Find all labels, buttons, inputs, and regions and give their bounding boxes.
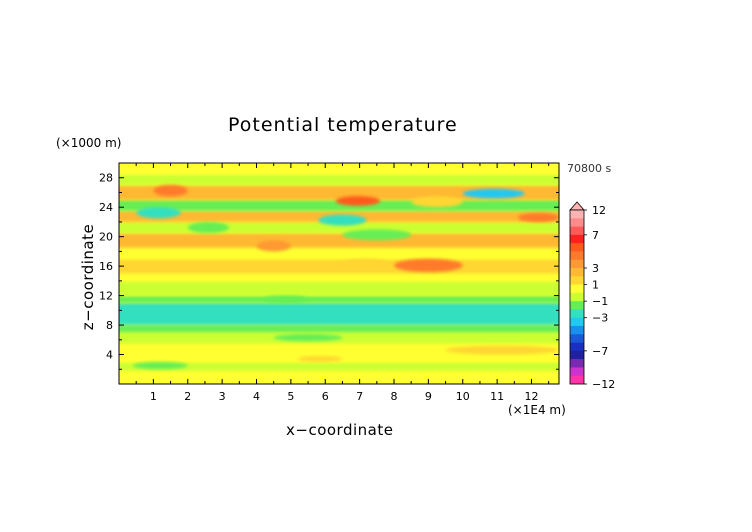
colorbar-swatch: [570, 359, 584, 368]
colorbar-swatch: [570, 350, 584, 360]
band-17: [119, 174, 559, 186]
band-15: [119, 199, 559, 211]
x-tick-label: 1: [150, 390, 157, 403]
x-tick-label: 6: [322, 390, 329, 403]
x-tick-label: 11: [490, 390, 504, 403]
feature-8: [136, 207, 181, 219]
band-3: [119, 343, 559, 362]
x-tick-label: 12: [525, 390, 539, 403]
feature-2: [318, 214, 367, 226]
y-tick-label: 8: [106, 319, 113, 332]
y-tick-label: 16: [99, 260, 113, 273]
colorbar-tick-label: 7: [592, 229, 599, 242]
colorbar-swatch: [570, 276, 584, 285]
colorbar-swatch: [570, 218, 584, 227]
colorbar-frame: [569, 209, 585, 385]
colorbar-swatch: [570, 334, 584, 343]
colorbar-tick-label: 12: [592, 204, 606, 217]
feature-15: [263, 295, 309, 303]
colorbar: 12 7 3 1 −1 −3 −7 −12: [569, 201, 615, 391]
y-tick-label: 20: [99, 231, 113, 244]
colorbar-swatch: [570, 210, 584, 219]
y-axis-unit: (×1000 m): [56, 136, 122, 150]
colorbar-swatch: [570, 226, 584, 236]
x-tick-label: 2: [184, 390, 191, 403]
band-12: [119, 232, 559, 248]
feature-3: [394, 258, 463, 273]
band-2: [119, 361, 559, 371]
x-axis-label: x−coordinate: [286, 421, 394, 439]
colorbar-tick-label: −12: [592, 378, 615, 391]
band-0: [119, 379, 559, 384]
colorbar-swatch: [570, 367, 584, 377]
plot-frame: [118, 162, 560, 385]
band-13: [119, 221, 559, 233]
x-axis-unit: (×1E4 m): [508, 403, 566, 417]
colorbar-swatch: [570, 251, 584, 261]
colorbar-swatch: [570, 292, 584, 302]
plot-area: [119, 163, 559, 384]
feature-7: [153, 185, 188, 197]
colorbar-tick-label: 1: [592, 279, 599, 292]
colorbar-tick-label: −1: [592, 295, 608, 308]
feature-11: [273, 333, 343, 342]
feature-14: [297, 356, 343, 362]
y-tick-label: 4: [106, 349, 113, 362]
y-tick-label: 28: [99, 172, 113, 185]
feature-10: [411, 196, 463, 208]
x-tick-label: 9: [425, 390, 432, 403]
band-9: [119, 273, 559, 281]
colorbar-swatch: [570, 234, 584, 244]
colorbar-swatch: [570, 309, 584, 319]
x-tick-label: 10: [456, 390, 470, 403]
y-tick-label: 24: [99, 201, 113, 214]
band-16: [119, 185, 559, 200]
feature-6: [517, 213, 559, 222]
feature-16: [342, 258, 388, 267]
y-tick-label: 12: [99, 290, 113, 303]
band-8: [119, 280, 559, 296]
feature-1: [335, 196, 381, 206]
x-tick-label: 4: [253, 390, 260, 403]
x-tick-label: 5: [287, 390, 294, 403]
feature-4: [256, 240, 291, 252]
colorbar-swatch: [570, 259, 584, 269]
colorbar-swatch: [570, 326, 584, 335]
feature-0: [462, 188, 525, 199]
colorbar-swatch: [570, 243, 584, 252]
band-11: [119, 247, 559, 259]
band-5: [119, 325, 559, 333]
colorbar-swatch: [570, 342, 584, 352]
colorbar-swatch: [570, 268, 584, 277]
band-18: [119, 163, 559, 175]
band-1: [119, 370, 559, 380]
band-6: [119, 302, 559, 326]
band-7: [119, 295, 559, 303]
x-tick-label: 8: [391, 390, 398, 403]
colorbar-swatch: [570, 301, 584, 310]
colorbar-swatch: [570, 284, 584, 294]
colorbar-swatch: [570, 375, 584, 385]
colorbar-tick-label: −7: [592, 345, 608, 358]
colorbar-tick-label: 3: [592, 262, 599, 275]
feature-13: [132, 361, 188, 370]
feature-12: [445, 345, 559, 355]
band-10: [119, 258, 559, 274]
colorbar-tick-label: −3: [592, 312, 608, 325]
chart-title: Potential temperature: [228, 114, 458, 136]
timestamp-label: 70800 s: [567, 162, 612, 175]
x-tick-label: 7: [356, 390, 363, 403]
colorbar-arrow: [569, 201, 585, 211]
colorbar-swatch: [570, 317, 584, 327]
feature-5: [187, 221, 229, 233]
feature-9: [342, 229, 412, 241]
x-tick-label: 3: [219, 390, 226, 403]
